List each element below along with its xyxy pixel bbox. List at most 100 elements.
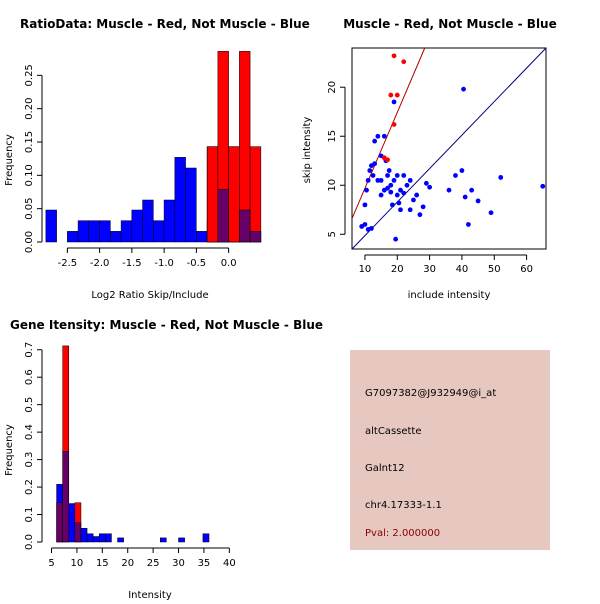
- scatter-point-blue: [488, 210, 494, 216]
- scatter-y-tick-label: 15: [327, 130, 338, 143]
- scatter-point-blue: [420, 204, 426, 210]
- intensity-y-tick-label: 0.7: [24, 342, 35, 358]
- intensity-bar-overlap: [74, 522, 82, 543]
- scatter-point-blue: [364, 187, 369, 193]
- intensity-y-tick-label: 0.0: [24, 534, 35, 550]
- scatter-point-red: [391, 122, 397, 127]
- info-location: chr4.17333-1.1: [365, 500, 442, 511]
- intensity-y-tick-label: 0.3: [24, 452, 35, 468]
- scatter-point-blue: [446, 187, 452, 193]
- scatter-point-blue: [381, 133, 387, 139]
- intensity-histogram: Gene Itensity: Muscle - Red, Not Muscle …: [4, 318, 323, 601]
- intensity-title: Gene Itensity: Muscle - Red, Not Muscle …: [10, 318, 323, 332]
- scatter-x-tick-label: 30: [423, 264, 436, 275]
- scatter-plot: Muscle - Red, Not Muscle - Blue 10 20 30 40…: [302, 17, 557, 301]
- scatter-point-blue: [396, 200, 402, 206]
- ratio-bar-blue: [131, 209, 143, 243]
- intensity-axes: 5 10 15 20 25 30 35 40 0.0 0.1 0.2 0.3 0.4 0.5 0.6 0.7: [24, 342, 236, 569]
- intensity-y-tick-label: 0.6: [24, 369, 35, 385]
- intensity-bar-blue: [86, 533, 94, 543]
- intensity-x-tick-label: 30: [172, 558, 185, 569]
- scatter-point-blue: [404, 182, 410, 188]
- scatter-point-blue: [401, 190, 407, 196]
- scatter-point-blue: [462, 194, 468, 200]
- scatter-point-blue: [385, 185, 390, 191]
- ratio-bars: [45, 51, 262, 243]
- ratio-bar-blue: [174, 157, 186, 243]
- scatter-point-blue: [540, 183, 546, 189]
- scatter-point-blue: [466, 222, 471, 227]
- ratio-bar-blue: [88, 220, 100, 243]
- ratio-bar-blue: [163, 199, 176, 243]
- intensity-x-tick-label: 10: [71, 558, 84, 569]
- info-gene: Galnt12: [365, 463, 405, 474]
- intensity-x-tick-label: 25: [147, 558, 160, 569]
- scatter-point-blue: [393, 236, 399, 242]
- scatter-x-tick-label: 50: [488, 264, 501, 275]
- ratio-bar-blue: [77, 220, 90, 243]
- scatter-point-blue: [372, 161, 378, 167]
- scatter-x-tick-label: 60: [520, 264, 533, 275]
- scatter-point-blue: [370, 173, 376, 178]
- ratio-bar-red: [228, 146, 240, 243]
- ratio-x-tick-label: -2.0: [90, 258, 110, 269]
- scatter-point-blue: [375, 133, 381, 139]
- scatter-point-red: [391, 53, 397, 59]
- scatter-lines: [351, 47, 547, 250]
- scatter-point-blue: [469, 187, 475, 193]
- scatter-point-blue: [388, 189, 394, 195]
- intensity-x-tick-label: 15: [96, 558, 109, 569]
- scatter-point-blue: [401, 173, 407, 178]
- ratio-bar-blue: [45, 209, 57, 243]
- scatter-point-red: [388, 92, 394, 98]
- intensity-x-tick-label: 35: [198, 558, 211, 569]
- ratio-bar-blue: [196, 231, 208, 243]
- intensity-ylabel: Frequency: [4, 424, 15, 476]
- ratio-x-tick-label: 0.0: [221, 258, 237, 269]
- intensity-bar-blue: [99, 533, 106, 543]
- scatter-point-blue: [459, 168, 465, 173]
- scatter-x-tick-label: 20: [391, 264, 404, 275]
- scatter-points: [359, 53, 546, 242]
- intensity-bar-blue: [68, 503, 76, 543]
- ratio-y-tick-label: 0.15: [24, 131, 35, 153]
- intensity-x-tick-label: 20: [121, 558, 134, 569]
- scatter-point-blue: [411, 197, 416, 203]
- info-pval: Pval: 2.000000: [365, 528, 440, 539]
- intensity-bar-overlap: [56, 502, 63, 543]
- ratio-bar-blue: [67, 231, 79, 243]
- scatter-y-tick-label: 5: [327, 231, 338, 237]
- intensity-bars: [56, 345, 210, 543]
- scatter-line-fit-red: [351, 47, 426, 219]
- scatter-point-blue: [362, 202, 368, 208]
- ratio-axes: -2.5 -2.0 -1.5 -1.0 -0.5 0.0 0.00 0.05 0.10 0.15 0…: [24, 64, 237, 269]
- scatter-point-blue: [407, 207, 413, 213]
- scatter-point-blue: [394, 192, 400, 198]
- scatter-y-tick-label: 20: [327, 81, 338, 94]
- info-panel: G7097382@J932949@i_at altCassette Galnt1…: [350, 350, 550, 550]
- ratio-bar-blue: [110, 231, 122, 243]
- scatter-xlabel: include intensity: [408, 290, 491, 301]
- scatter-point-blue: [498, 175, 504, 180]
- intensity-bar-blue: [80, 528, 88, 543]
- ratio-xlabel: Log2 Ratio Skip/Include: [91, 290, 208, 301]
- ratio-ylabel: Frequency: [4, 134, 15, 186]
- intensity-y-tick-label: 0.1: [24, 507, 35, 523]
- scatter-point-blue: [414, 192, 420, 198]
- scatter-point-blue: [391, 99, 397, 105]
- scatter-point-blue: [461, 86, 466, 92]
- ratio-bar-blue: [185, 167, 197, 243]
- scatter-point-red: [394, 92, 400, 98]
- intensity-bar-blue: [178, 537, 185, 543]
- intensity-bar-blue: [92, 536, 100, 543]
- intensity-xlabel: Intensity: [128, 590, 172, 600]
- info-probe: G7097382@J932949@i_at: [365, 388, 496, 399]
- scatter-y-tick-label: 10: [327, 179, 338, 192]
- intensity-bar-blue: [159, 537, 167, 543]
- scatter-ylabel: skip intensity: [302, 117, 313, 184]
- ratio-y-tick-label: 0.10: [24, 164, 35, 186]
- scatter-point-blue: [378, 192, 384, 198]
- scatter-point-blue: [367, 168, 373, 173]
- ratio-bar-red: [249, 146, 262, 243]
